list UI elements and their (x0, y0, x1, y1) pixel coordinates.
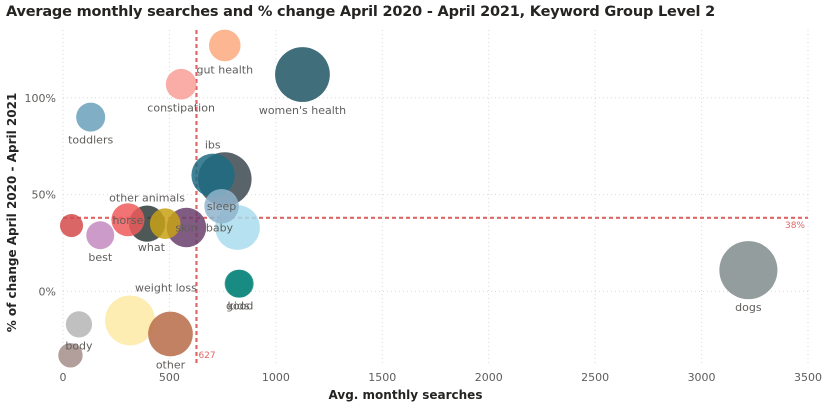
bubble-unlabeled[interactable] (59, 214, 84, 238)
data-label: good (226, 300, 253, 313)
data-label: other (156, 358, 186, 371)
bubble-dogs[interactable] (719, 241, 778, 300)
data-label: dogs (735, 301, 762, 314)
bubble-weight-loss[interactable] (105, 295, 156, 346)
data-label: gut health (196, 63, 253, 76)
bubble-kids[interactable] (224, 269, 253, 298)
data-label: baby (206, 222, 234, 235)
bubble-what[interactable] (149, 208, 181, 239)
data-label: horse (113, 214, 144, 227)
bubble-sleep[interactable] (204, 188, 239, 224)
data-label: other animals (109, 192, 185, 205)
bubble-body[interactable] (65, 311, 93, 338)
data-points (58, 29, 778, 368)
bubble-unlabeled[interactable] (58, 343, 83, 368)
y-tick-label: 100% (25, 92, 56, 105)
data-label: constipation (147, 102, 215, 115)
data-label: weight loss (135, 281, 197, 294)
bubble-other[interactable] (148, 311, 193, 357)
bubble-toddlers[interactable] (76, 102, 106, 132)
bubble-gut-health[interactable] (208, 29, 241, 62)
x-axis-title: Avg. monthly searches (329, 388, 483, 402)
reference-lines: 627 38% (63, 30, 808, 365)
x-tick-label: 3500 (794, 371, 822, 384)
data-label: ibs (205, 138, 221, 151)
x-tick-label: 0 (60, 371, 67, 384)
y-reference-label: 38% (785, 221, 805, 231)
x-tick-label: 2500 (581, 371, 609, 384)
y-tick-label: 0% (39, 285, 56, 298)
data-label: skin (175, 222, 197, 235)
data-label: kids (228, 300, 250, 313)
data-label: sleep (207, 200, 236, 213)
bubble-constipation[interactable] (165, 68, 197, 100)
y-axis-title: % of change April 2020 - April 2021 (5, 93, 19, 333)
bubble-women-s-health[interactable] (275, 47, 330, 102)
chart-title: Average monthly searches and % change Ap… (6, 4, 716, 20)
x-tick-label: 2000 (475, 371, 503, 384)
data-label: body (65, 339, 93, 352)
bubble-horse[interactable] (111, 203, 145, 237)
data-label: what (138, 241, 166, 254)
x-tick-label: 500 (159, 371, 180, 384)
y-tick-label: 50% (32, 189, 56, 202)
axis-ticks: 0 500 1000 1500 2000 2500 3000 3500 0% 50% 100% (25, 92, 822, 384)
bubble-unlabeled[interactable] (191, 153, 235, 197)
x-tick-label: 3000 (688, 371, 716, 384)
x-tick-label: 1500 (368, 371, 396, 384)
x-tick-label: 1000 (262, 371, 290, 384)
x-reference-label: 627 (198, 351, 215, 361)
bubble-best[interactable] (86, 221, 115, 250)
data-labels: gut health constipation women's health todd… (65, 63, 762, 371)
data-label: best (88, 251, 112, 264)
data-label: toddlers (68, 134, 113, 147)
data-label: women's health (259, 104, 346, 117)
